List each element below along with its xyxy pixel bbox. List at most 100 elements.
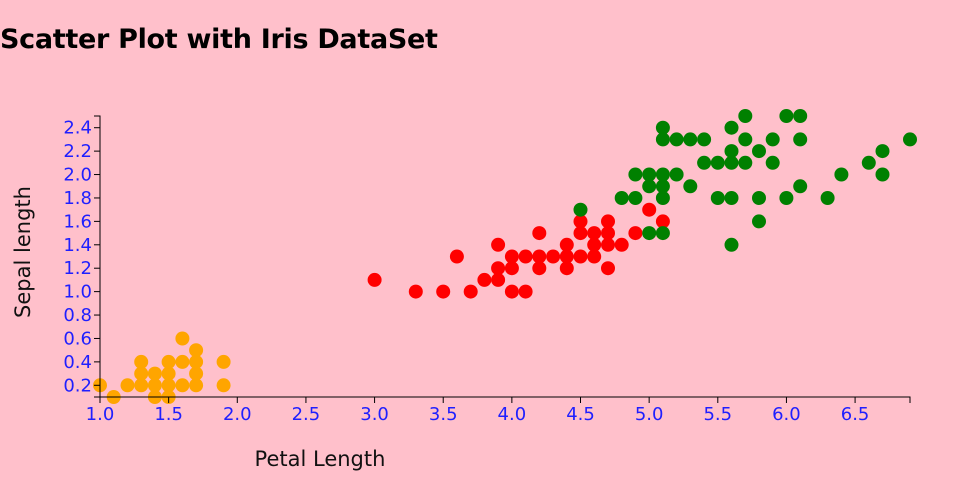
y-tick-label-3: 0.8 bbox=[63, 305, 92, 326]
data-point-s1-0 bbox=[367, 272, 382, 287]
data-point-s1-10 bbox=[504, 261, 519, 276]
data-point-s1-28 bbox=[601, 237, 615, 252]
data-point-s1-33 bbox=[642, 202, 657, 217]
data-point-s1-11 bbox=[504, 249, 519, 264]
data-point-s1-22 bbox=[573, 226, 588, 241]
data-point-s0-2 bbox=[120, 378, 135, 393]
x-tick-label-11: 6.5 bbox=[841, 404, 870, 425]
x-axis-line bbox=[99, 396, 911, 403]
data-point-s1-34 bbox=[655, 214, 670, 229]
data-point-s2-35 bbox=[779, 109, 794, 123]
data-point-s2-36 bbox=[793, 179, 808, 194]
data-point-s2-2 bbox=[628, 191, 643, 205]
data-point-s1-23 bbox=[573, 214, 588, 229]
data-point-s2-29 bbox=[752, 214, 766, 229]
data-point-s2-19 bbox=[710, 191, 725, 205]
x-tick-label-3: 2.5 bbox=[292, 404, 321, 425]
x-axis-label: Petal Length bbox=[255, 447, 386, 471]
data-point-s1-20 bbox=[559, 237, 574, 252]
data-point-s2-1 bbox=[614, 191, 629, 205]
data-point-s0-19 bbox=[189, 343, 204, 358]
data-point-s1-12 bbox=[518, 284, 533, 299]
y-axis-line bbox=[94, 115, 101, 398]
y-tick-label-0: 0.2 bbox=[63, 375, 92, 396]
data-point-s2-17 bbox=[697, 155, 712, 170]
y-tick-label-10: 2.2 bbox=[63, 141, 92, 162]
data-point-s2-21 bbox=[724, 237, 739, 252]
data-point-s2-39 bbox=[820, 191, 835, 205]
data-point-s1-15 bbox=[532, 249, 547, 264]
data-point-s2-26 bbox=[738, 155, 753, 170]
data-point-s2-18 bbox=[697, 132, 712, 147]
data-point-s1-17 bbox=[546, 249, 561, 264]
data-point-s2-34 bbox=[779, 191, 794, 205]
data-point-s2-8 bbox=[655, 191, 670, 205]
data-point-s0-20 bbox=[216, 378, 231, 393]
data-point-s0-7 bbox=[147, 378, 162, 393]
data-point-s0-21 bbox=[216, 354, 231, 369]
data-point-s2-44 bbox=[903, 132, 917, 147]
data-point-s1-19 bbox=[559, 249, 574, 264]
data-point-s2-20 bbox=[710, 155, 725, 170]
data-point-s2-4 bbox=[642, 226, 657, 241]
data-point-s2-38 bbox=[793, 109, 808, 123]
data-point-s2-41 bbox=[861, 155, 876, 170]
x-tick-label-1: 1.5 bbox=[154, 404, 183, 425]
y-tick-label-1: 0.4 bbox=[63, 352, 92, 373]
x-tick-label-8: 5.0 bbox=[635, 404, 664, 425]
x-tick-label-10: 6.0 bbox=[772, 404, 801, 425]
data-point-s2-7 bbox=[655, 226, 670, 241]
data-point-s1-6 bbox=[491, 272, 506, 287]
data-point-s0-8 bbox=[147, 366, 162, 381]
data-point-s0-5 bbox=[134, 354, 149, 369]
data-point-s1-1 bbox=[408, 284, 423, 299]
data-point-s2-6 bbox=[642, 167, 657, 182]
data-point-s2-28 bbox=[738, 109, 753, 123]
data-point-s1-26 bbox=[587, 226, 602, 241]
data-point-s2-12 bbox=[655, 120, 670, 135]
data-point-s2-30 bbox=[752, 191, 766, 205]
data-point-s1-24 bbox=[587, 249, 602, 264]
x-tick-label-7: 4.5 bbox=[566, 404, 595, 425]
x-tick-label-4: 3.0 bbox=[360, 404, 389, 425]
data-point-s2-15 bbox=[683, 179, 698, 194]
data-point-s0-10 bbox=[161, 378, 176, 393]
x-tick-label-6: 4.0 bbox=[498, 404, 527, 425]
data-point-s1-32 bbox=[628, 226, 643, 241]
data-point-s1-31 bbox=[614, 237, 629, 252]
data-point-s0-11 bbox=[161, 366, 176, 381]
data-point-s1-30 bbox=[601, 214, 615, 229]
data-point-s0-16 bbox=[189, 378, 204, 393]
data-point-s2-27 bbox=[738, 132, 753, 147]
data-point-s1-5 bbox=[477, 272, 492, 287]
data-point-s2-16 bbox=[683, 132, 698, 147]
data-point-s1-29 bbox=[601, 226, 615, 241]
data-point-s1-9 bbox=[504, 284, 519, 299]
data-point-s2-5 bbox=[642, 179, 657, 194]
data-point-s1-16 bbox=[532, 226, 547, 241]
y-tick-label-6: 1.4 bbox=[63, 235, 92, 256]
x-tick-label-5: 3.5 bbox=[429, 404, 458, 425]
data-point-s2-0 bbox=[573, 202, 588, 217]
data-point-s2-25 bbox=[724, 120, 739, 135]
data-point-s1-4 bbox=[463, 284, 478, 299]
y-tick-label-8: 1.8 bbox=[63, 188, 92, 209]
data-point-s2-10 bbox=[655, 167, 670, 182]
data-point-s1-18 bbox=[559, 261, 574, 276]
data-point-s2-40 bbox=[834, 167, 849, 182]
points-layer bbox=[93, 109, 917, 404]
data-point-s0-18 bbox=[189, 354, 204, 369]
y-tick-label-11: 2.4 bbox=[63, 118, 92, 139]
data-point-s0-17 bbox=[189, 366, 204, 381]
data-point-s2-23 bbox=[724, 155, 739, 170]
data-point-s2-24 bbox=[724, 144, 739, 159]
data-point-s2-32 bbox=[765, 155, 780, 170]
data-point-s2-31 bbox=[752, 144, 766, 159]
data-point-s2-22 bbox=[724, 191, 739, 205]
data-point-s1-13 bbox=[518, 249, 533, 264]
data-point-s1-21 bbox=[573, 249, 588, 264]
data-point-s2-11 bbox=[655, 132, 670, 147]
y-axis: 0.20.4 0.60.81.0 1.21.4 1.61.82.0 2.22.4 bbox=[63, 115, 101, 398]
